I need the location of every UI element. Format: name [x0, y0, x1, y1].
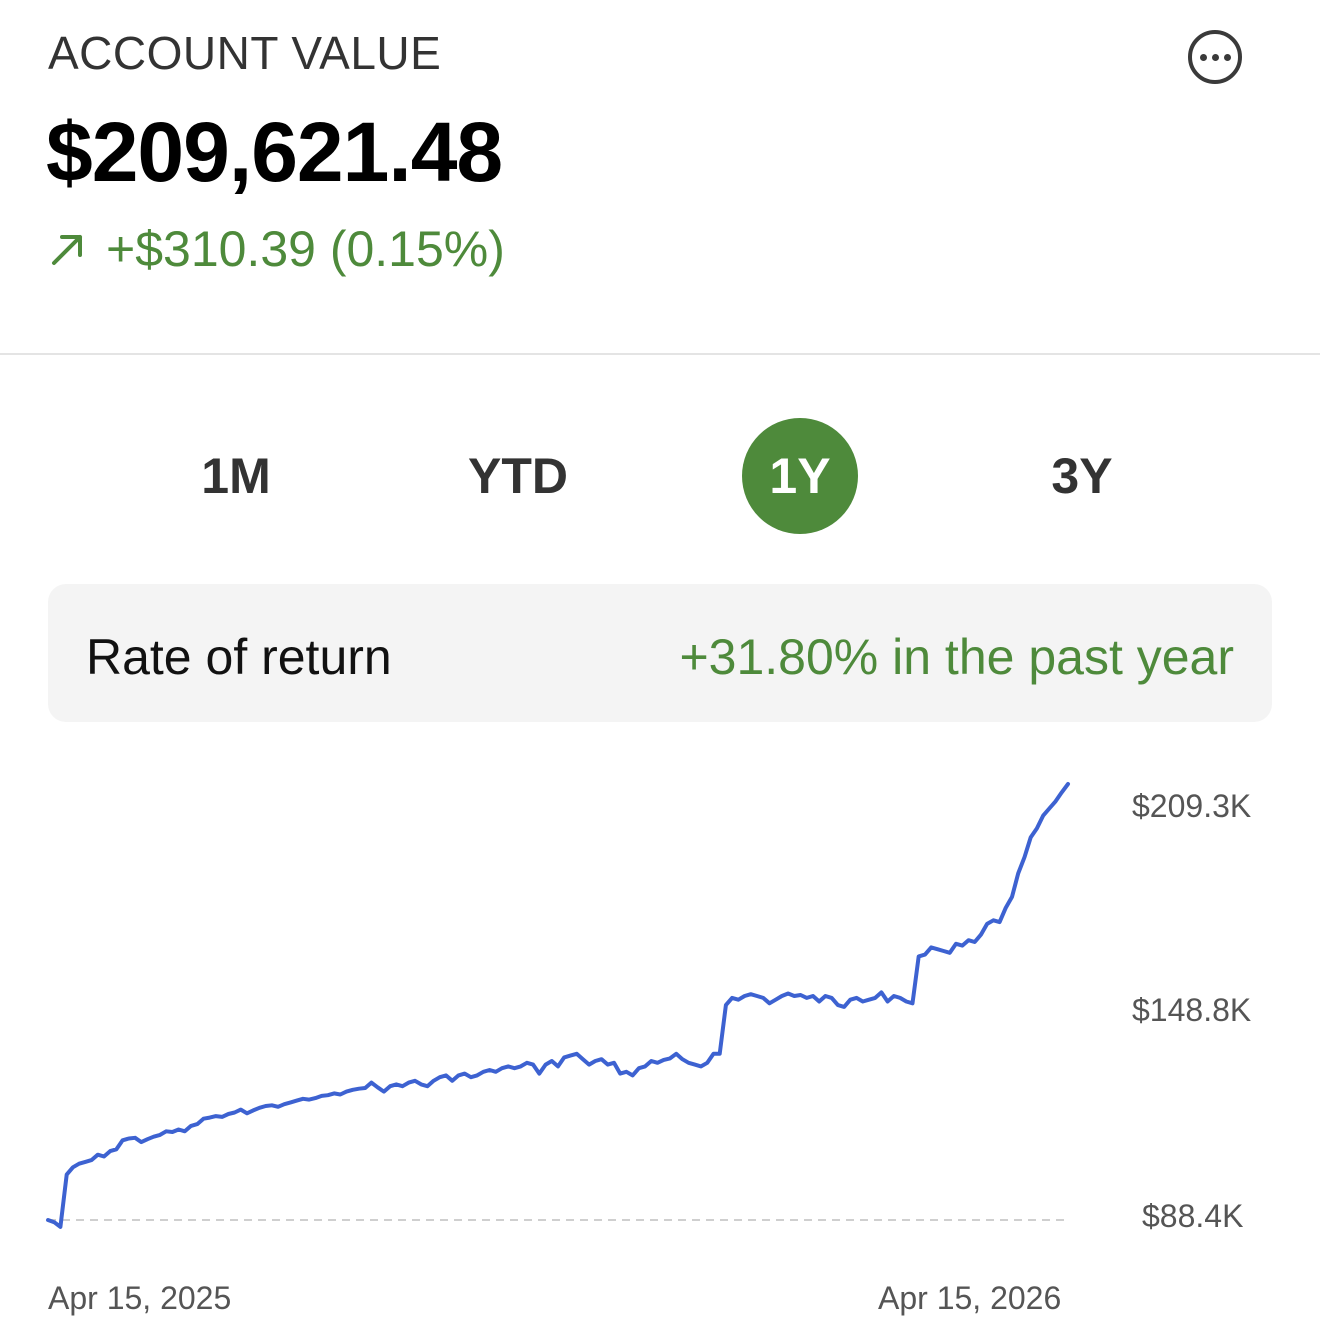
- y-tick-label: $209.3K: [1132, 788, 1252, 824]
- dot: [1211, 53, 1219, 61]
- tab-label: 1M: [201, 448, 271, 504]
- account-value-amount: $209,621.48: [46, 105, 503, 199]
- time-range-tabs: 1M YTD 1Y 3Y: [0, 418, 1320, 534]
- tab-label: 3Y: [1051, 448, 1113, 504]
- series-line: [46, 782, 1070, 1229]
- account-header: ACCOUNT VALUE $209,621.48 +$310.39 (0.15…: [0, 0, 1320, 354]
- tab-1m[interactable]: 1M: [136, 418, 336, 534]
- rate-of-return-value: +31.80% in the past year: [679, 629, 1234, 685]
- line-chart-svg: [46, 782, 1070, 1229]
- dot: [1223, 53, 1231, 61]
- rate-of-return-label: Rate of return: [86, 629, 392, 685]
- tab-label: 1Y: [742, 418, 858, 534]
- x-tick-label: Apr 15, 2025: [48, 1280, 232, 1316]
- arrow-up-right-icon: [52, 235, 82, 265]
- tab-label: YTD: [468, 448, 568, 504]
- y-tick-label: $148.8K: [1132, 992, 1252, 1028]
- tab-ytd[interactable]: YTD: [418, 418, 618, 534]
- daily-change: +$310.39 (0.15%): [48, 220, 505, 278]
- dot: [1199, 53, 1207, 61]
- rate-of-return-box: Rate of return +31.80% in the past year: [48, 584, 1272, 722]
- account-value-title: ACCOUNT VALUE: [48, 27, 442, 79]
- account-value-chart[interactable]: $209.3K $148.8K $88.4K Apr 15, 2025 Apr …: [0, 740, 1320, 1336]
- tab-1y[interactable]: 1Y: [700, 418, 900, 534]
- daily-change-value: +$310.39 (0.15%): [106, 221, 505, 277]
- divider: [0, 353, 1320, 355]
- tab-3y[interactable]: 3Y: [982, 418, 1182, 534]
- more-options-icon[interactable]: [1188, 30, 1242, 84]
- y-tick-label: $88.4K: [1142, 1198, 1244, 1234]
- x-tick-label: Apr 15, 2026: [878, 1280, 1062, 1316]
